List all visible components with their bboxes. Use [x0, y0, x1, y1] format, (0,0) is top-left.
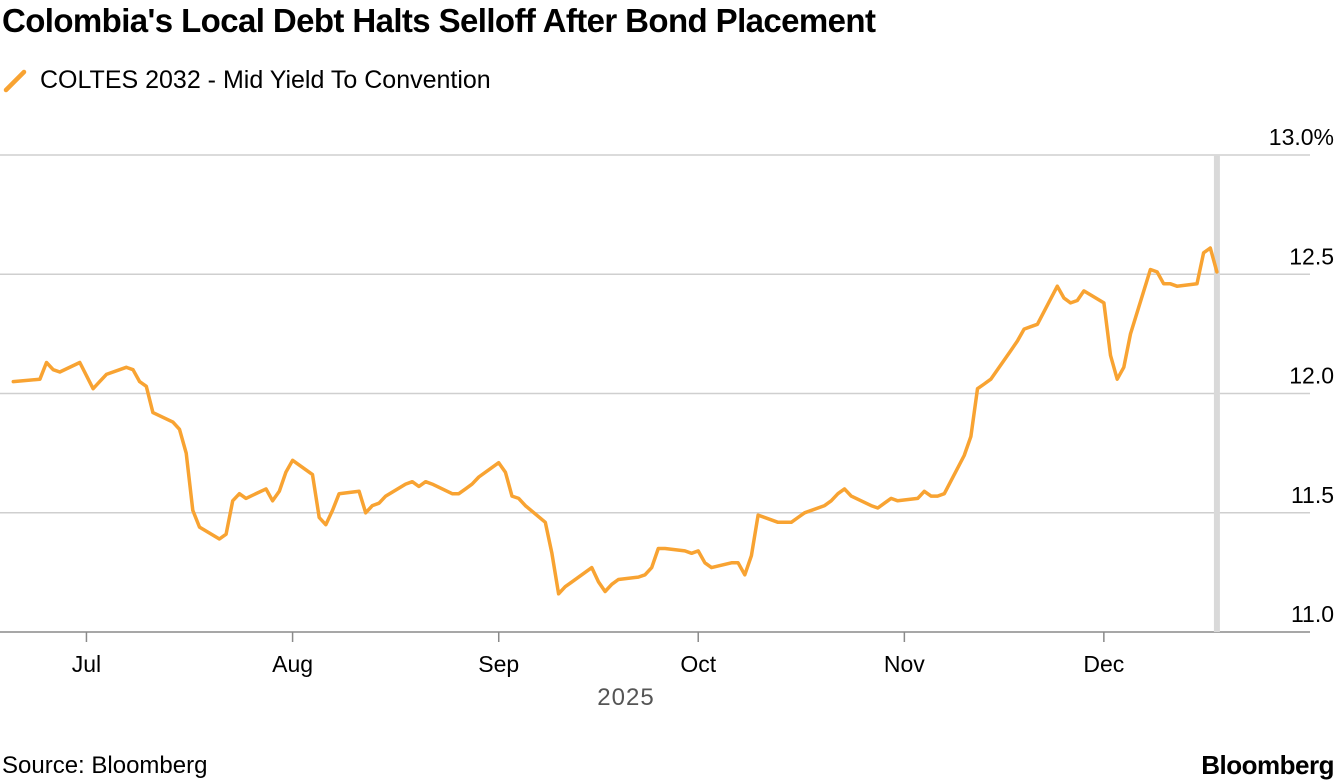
x-tick-label: Sep: [478, 651, 519, 677]
legend-line-icon: [3, 69, 27, 92]
y-tick-label: 13.0%: [1269, 124, 1334, 150]
y-tick-label: 11.0: [1291, 601, 1334, 627]
x-tick-label: Aug: [272, 651, 313, 677]
source-note: Source: Bloomberg: [2, 752, 208, 779]
x-tick-label: Jul: [72, 651, 101, 677]
latest-date-marker: [1213, 155, 1220, 632]
legend: COLTES 2032 - Mid Yield To Convention: [2, 66, 491, 95]
y-tick-label: 12.5: [1289, 243, 1334, 269]
legend-label: COLTES 2032 - Mid Yield To Convention: [40, 66, 491, 94]
y-tick-label: 12.0: [1289, 363, 1334, 389]
gridlines: [0, 154, 1310, 633]
series-layer: [11, 246, 1219, 596]
x-axis-year-label: 2025: [597, 684, 654, 711]
bloomberg-logo: Bloomberg: [1201, 750, 1334, 780]
x-tick-label: Oct: [680, 651, 716, 677]
x-tick-label: Nov: [884, 651, 925, 677]
x-axis: Jul Aug Sep Oct Nov Dec: [72, 632, 1124, 677]
y-axis-labels: 13.0% 12.5 12.0 11.5 11.0: [1269, 124, 1334, 627]
y-tick-label: 11.5: [1291, 482, 1334, 508]
latest-marker-bar: [1213, 155, 1220, 632]
x-tick-label: Dec: [1083, 651, 1124, 677]
chart-title: Colombia's Local Debt Halts Selloff Afte…: [2, 2, 876, 39]
series-line: [11, 246, 1219, 596]
